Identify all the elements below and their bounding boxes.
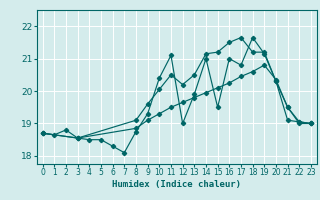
- X-axis label: Humidex (Indice chaleur): Humidex (Indice chaleur): [112, 180, 241, 189]
